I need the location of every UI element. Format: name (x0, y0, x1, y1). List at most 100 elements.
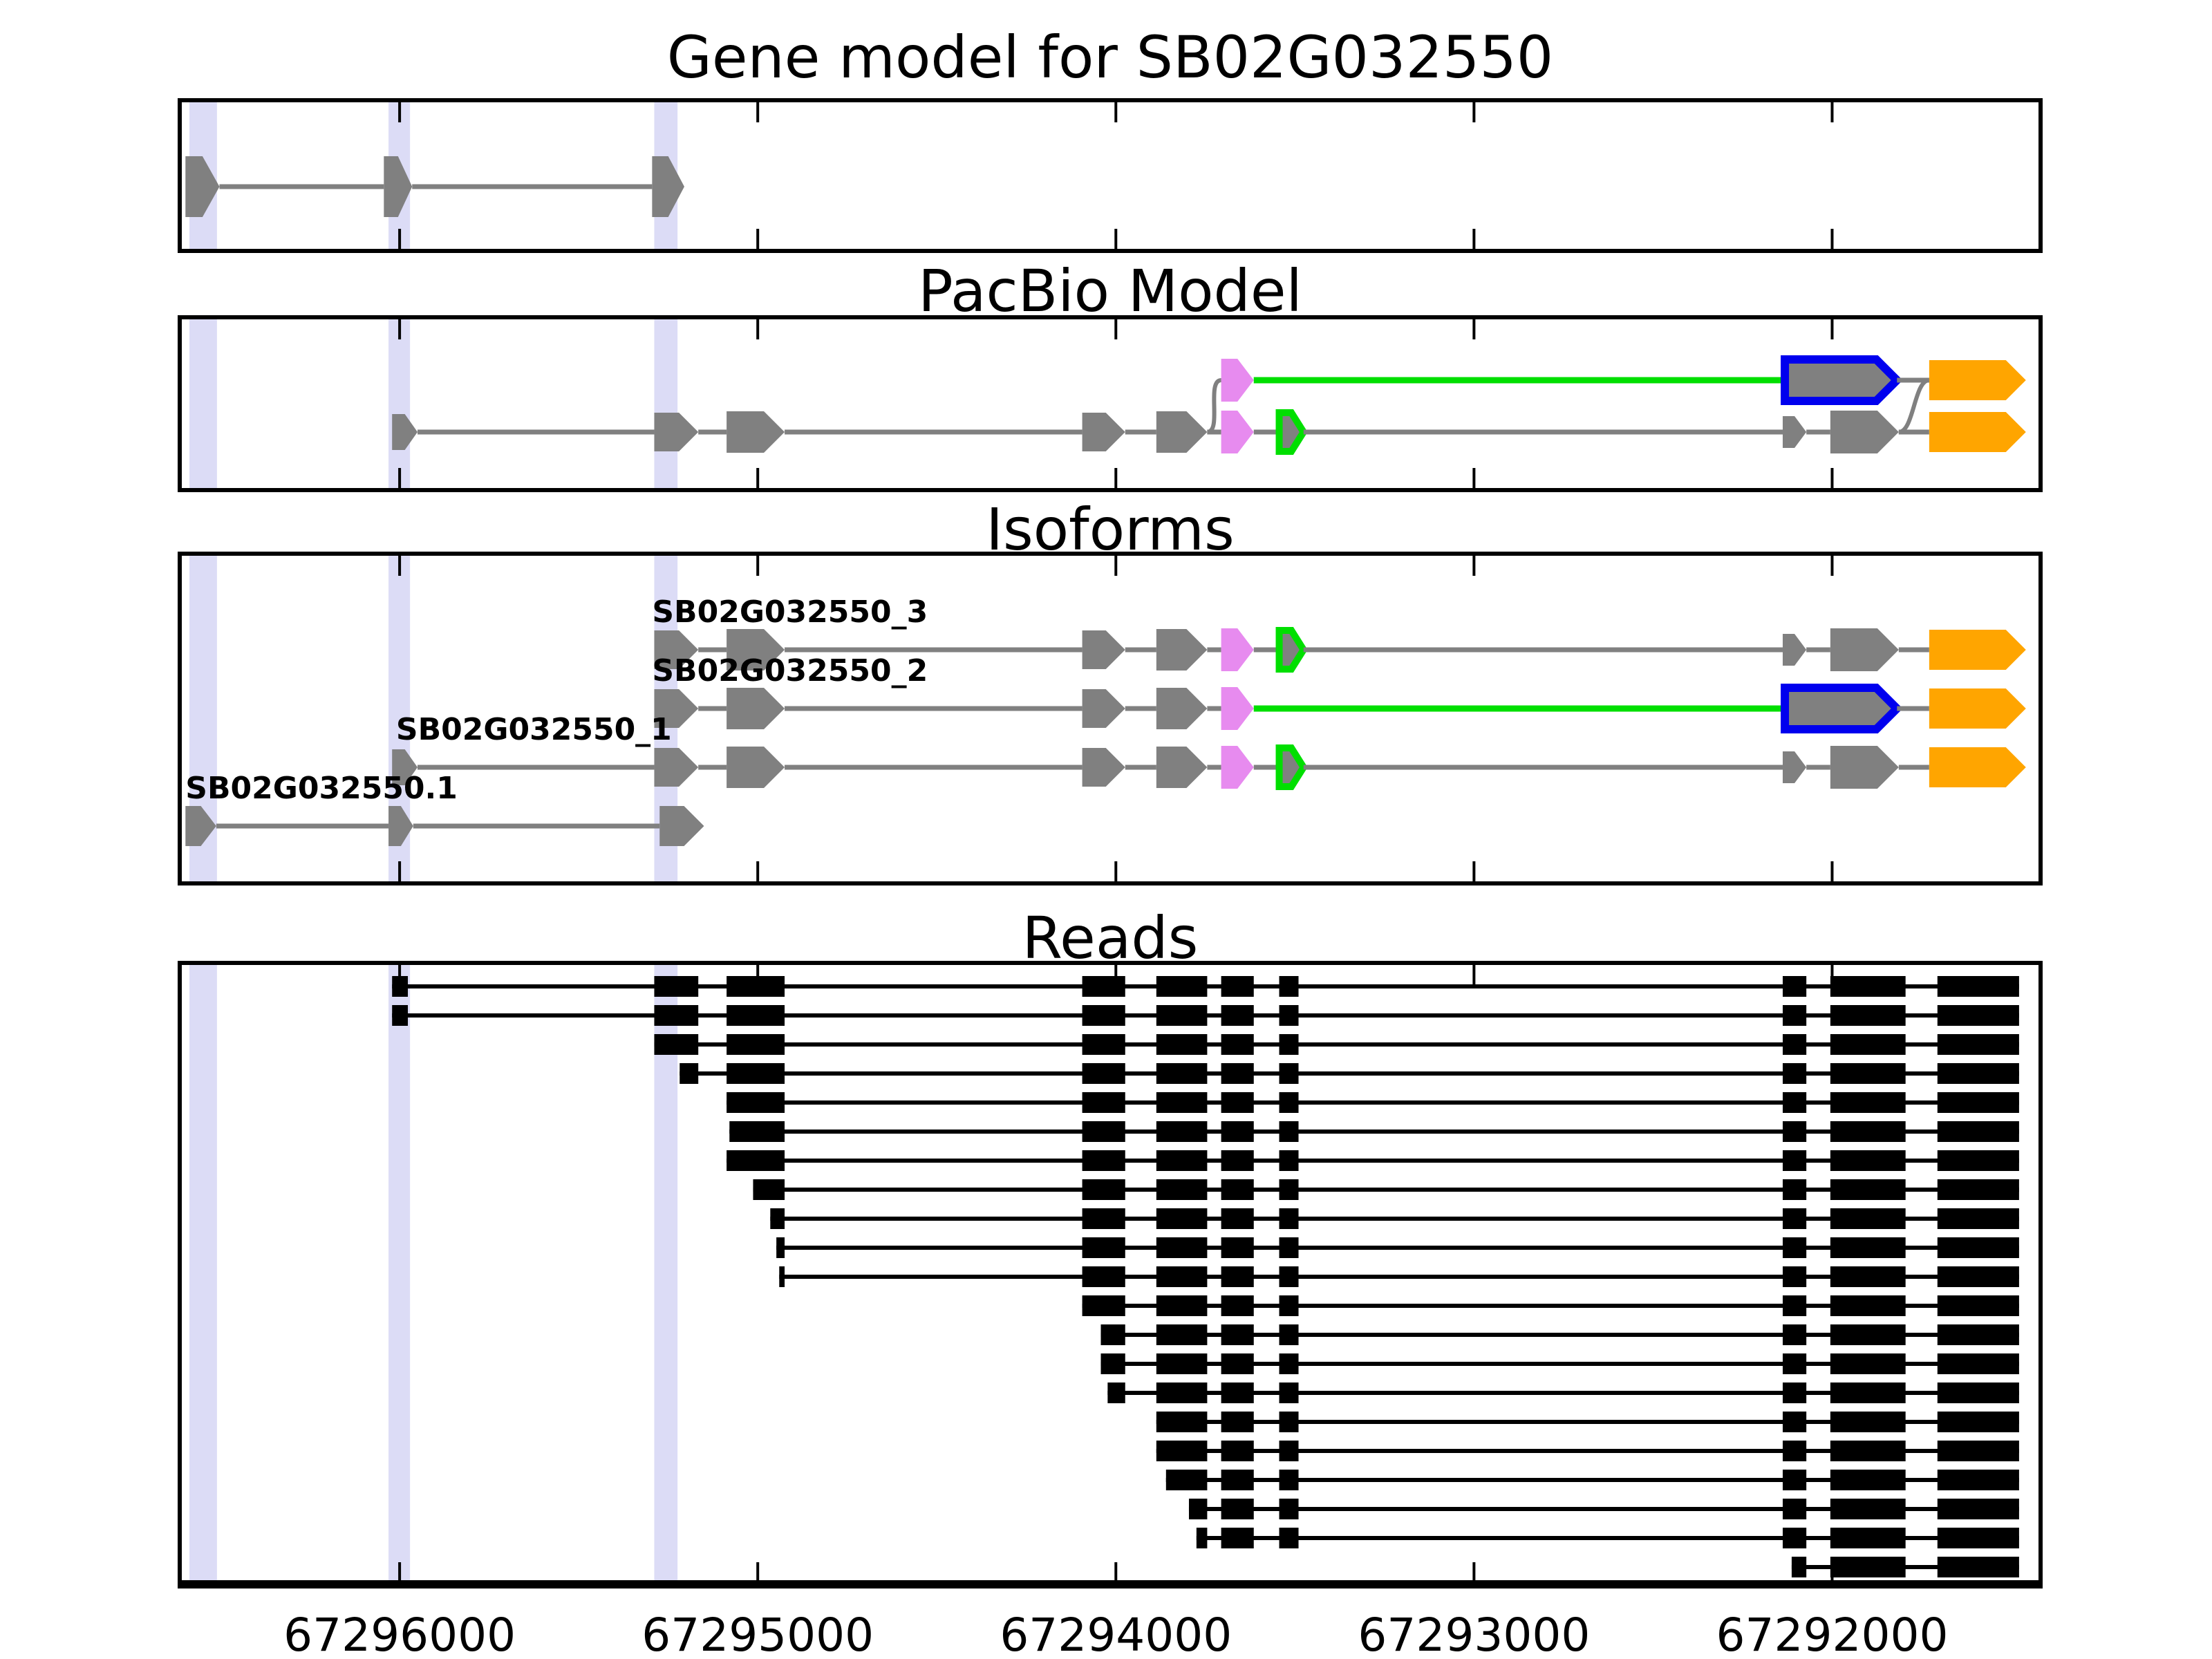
isoform-exon-arrow (392, 749, 418, 785)
read-exon-block (1156, 1266, 1208, 1287)
read-exon-block (1221, 1237, 1254, 1258)
read-exon-block (1279, 1324, 1299, 1345)
isoform-terminal-exon-arrow (1929, 688, 2026, 729)
read-exon-block (1279, 1382, 1299, 1403)
read-exon-block (753, 1179, 785, 1200)
pacbio-terminal-exon-arrow (1929, 412, 2026, 452)
isoform-green-outlined-exon-arrow (1275, 744, 1308, 790)
read-exon-block (1937, 1179, 2019, 1200)
read-exon-block (727, 1034, 785, 1055)
read-exon-block (1156, 1295, 1208, 1316)
isoform-exon-arrow (1830, 628, 1899, 671)
read-exon-block (1279, 1295, 1299, 1316)
read-exon-block (727, 1092, 785, 1113)
read-exon-block (392, 1005, 409, 1026)
read-exon-block (1782, 1441, 1807, 1461)
read-exon-block (1937, 1208, 2019, 1229)
read-exon-block (1279, 1034, 1299, 1055)
read-exon-block (1221, 1063, 1254, 1084)
read-exon-block (1830, 1412, 1906, 1432)
read-exon-block (1156, 1324, 1208, 1345)
read-exon-block (1782, 976, 1807, 997)
pacbio-exon-arrow (1082, 413, 1125, 451)
gene-model-exon-arrow (185, 156, 220, 217)
pacbio-green-outlined-exon-arrow (1275, 409, 1308, 455)
read-exon-block (1782, 1237, 1807, 1258)
read-exon-block (1937, 1441, 2019, 1461)
read-exon-block (1221, 1179, 1254, 1200)
read-exon-block (1830, 1237, 1906, 1258)
read-exon-block (1165, 1470, 1208, 1490)
read-exon-block (1221, 976, 1254, 997)
isoform-exon-arrow (1156, 747, 1208, 788)
read-exon-block (1937, 1150, 2019, 1171)
read-exon-block (1279, 1150, 1299, 1171)
panel-title-reads: Reads (1022, 904, 1199, 972)
read-exon-block (1221, 1208, 1254, 1229)
isoform-label: SB02G032550.1 (185, 771, 458, 806)
read-exon-block (1782, 1005, 1807, 1026)
x-axis-tick-label: 67294000 (1000, 1609, 1232, 1659)
read-exon-block (1082, 1295, 1125, 1316)
x-axis-tick-label: 67292000 (1716, 1609, 1949, 1659)
read-exon-block (1782, 1266, 1807, 1287)
read-exon-block (1082, 1121, 1125, 1142)
read-exon-block (1937, 1353, 2019, 1374)
read-exon-block (1830, 1528, 1906, 1548)
read-exon-block (1221, 1295, 1254, 1316)
read-exon-block (1782, 1295, 1807, 1316)
isoform-novel-exon-arrow (1221, 746, 1254, 789)
read-exon-block (392, 976, 409, 997)
read-exon-block (1221, 1470, 1254, 1490)
read-exon-block (1830, 1324, 1906, 1345)
read-exon-block (1937, 1499, 2019, 1519)
read-exon-block (1782, 1034, 1807, 1055)
read-exon-block (1279, 1528, 1299, 1548)
panel-title-gene-model: Gene model for SB02G032550 (667, 24, 1553, 91)
read-exon-block (1937, 1295, 2019, 1316)
read-exon-block (1156, 1092, 1208, 1113)
read-exon-block (1830, 1266, 1906, 1287)
read-exon-block (1937, 976, 2019, 997)
pacbio-exon-arrow (1156, 411, 1208, 453)
read-exon-block (1221, 1441, 1254, 1461)
isoform-novel-exon-arrow (1221, 628, 1254, 671)
read-exon-block (1937, 1237, 2019, 1258)
read-exon-block (727, 1005, 785, 1026)
isoform-exon-arrow (1156, 688, 1208, 729)
read-exon-block (1156, 1121, 1208, 1142)
highlight-band (654, 319, 678, 488)
isoform-terminal-exon-arrow (1929, 630, 2026, 670)
read-exon-block (1782, 1470, 1807, 1490)
read-exon-block (1782, 1499, 1807, 1519)
read-exon-block (727, 1063, 785, 1084)
read-exon-block (1082, 1034, 1125, 1055)
read-exon-block (1937, 1324, 2019, 1345)
read-exon-block (1082, 1063, 1125, 1084)
pacbio-exon-arrow (392, 414, 418, 450)
read-exon-block (1937, 1092, 2019, 1113)
read-exon-block (1937, 1382, 2019, 1403)
read-exon-block (1782, 1412, 1807, 1432)
read-exon-block (1279, 1266, 1299, 1287)
read-exon-block (1937, 1557, 2019, 1577)
read-exon-block (1782, 1179, 1807, 1200)
read-exon-block (1156, 1179, 1208, 1200)
x-axis-tick-label: 67293000 (1358, 1609, 1590, 1659)
read-exon-block (1782, 1353, 1807, 1374)
read-exon-block (1937, 1063, 2019, 1084)
panel-border-gene-model (178, 98, 2043, 253)
isoform-exon-arrow (1830, 746, 1899, 789)
read-exon-block (1782, 1382, 1807, 1403)
isoform-exon-arrow (1782, 634, 1807, 666)
pacbio-terminal-exon-arrow (1929, 360, 2026, 400)
read-exon-block (1830, 1470, 1906, 1490)
read-exon-block (1221, 1150, 1254, 1171)
isoform-exon-arrow (727, 747, 785, 788)
read-exon-block (1830, 1441, 1906, 1461)
read-exon-block (1830, 976, 1906, 997)
read-exon-block (654, 1005, 699, 1026)
read-exon-block (1937, 1005, 2019, 1026)
read-exon-block (1082, 1092, 1125, 1113)
read-exon-block (729, 1121, 785, 1142)
